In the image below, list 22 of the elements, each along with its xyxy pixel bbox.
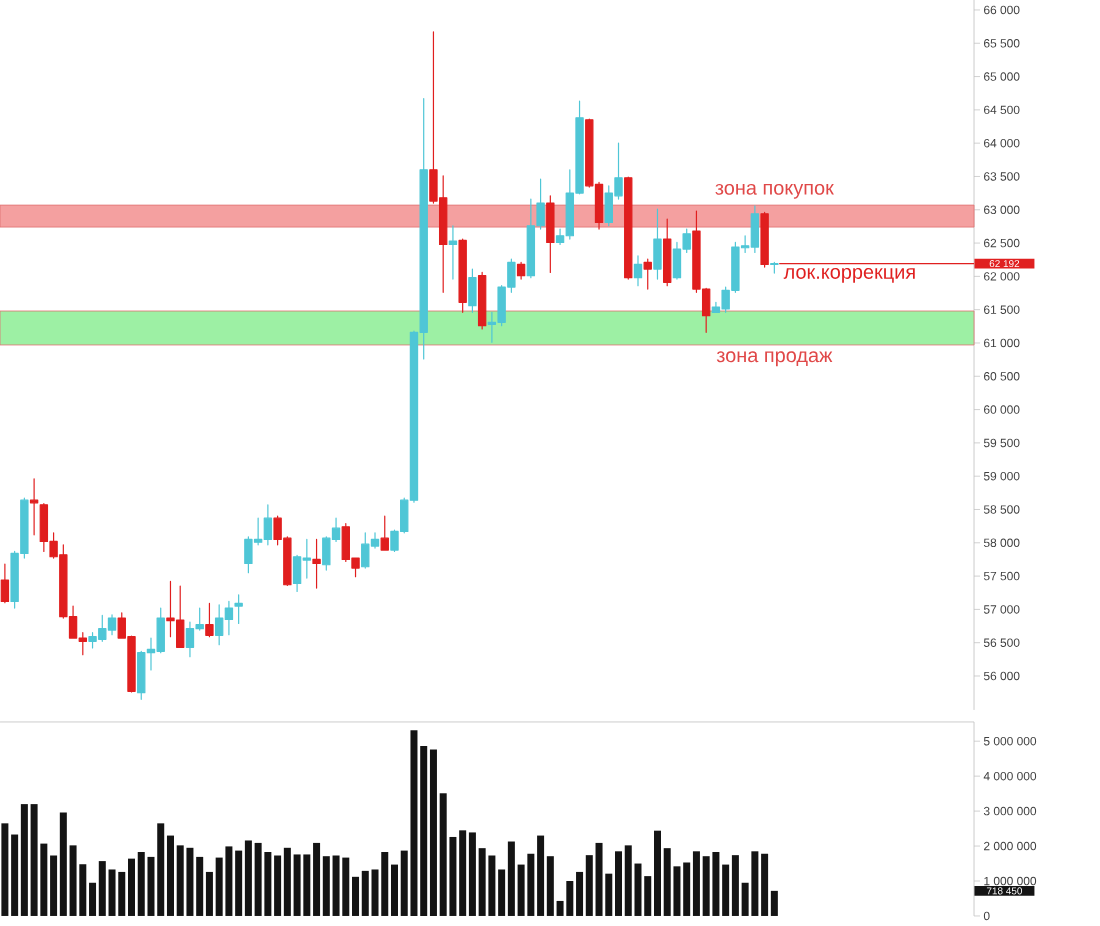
candlestick <box>234 594 243 624</box>
candlestick <box>468 268 477 313</box>
candlestick <box>633 255 643 287</box>
candlestick <box>760 211 769 268</box>
candlestick <box>380 515 389 551</box>
band-label: зона покупок <box>715 183 834 199</box>
candlestick <box>458 238 467 313</box>
candlestick <box>663 218 672 287</box>
candlestick <box>770 261 779 274</box>
candlestick <box>653 208 662 280</box>
candlestick <box>546 195 555 273</box>
candlestick <box>516 261 526 280</box>
band-label: зона продаж <box>716 351 833 367</box>
candlestick <box>205 602 214 638</box>
candlestick <box>448 225 458 280</box>
candlestick <box>29 478 39 536</box>
candlestick <box>643 258 652 290</box>
candlestick <box>312 538 321 589</box>
candlestick <box>477 271 487 330</box>
candlestick <box>624 176 633 280</box>
ref-line-label: лок.коррекция <box>783 267 915 283</box>
candlestick <box>0 563 10 604</box>
